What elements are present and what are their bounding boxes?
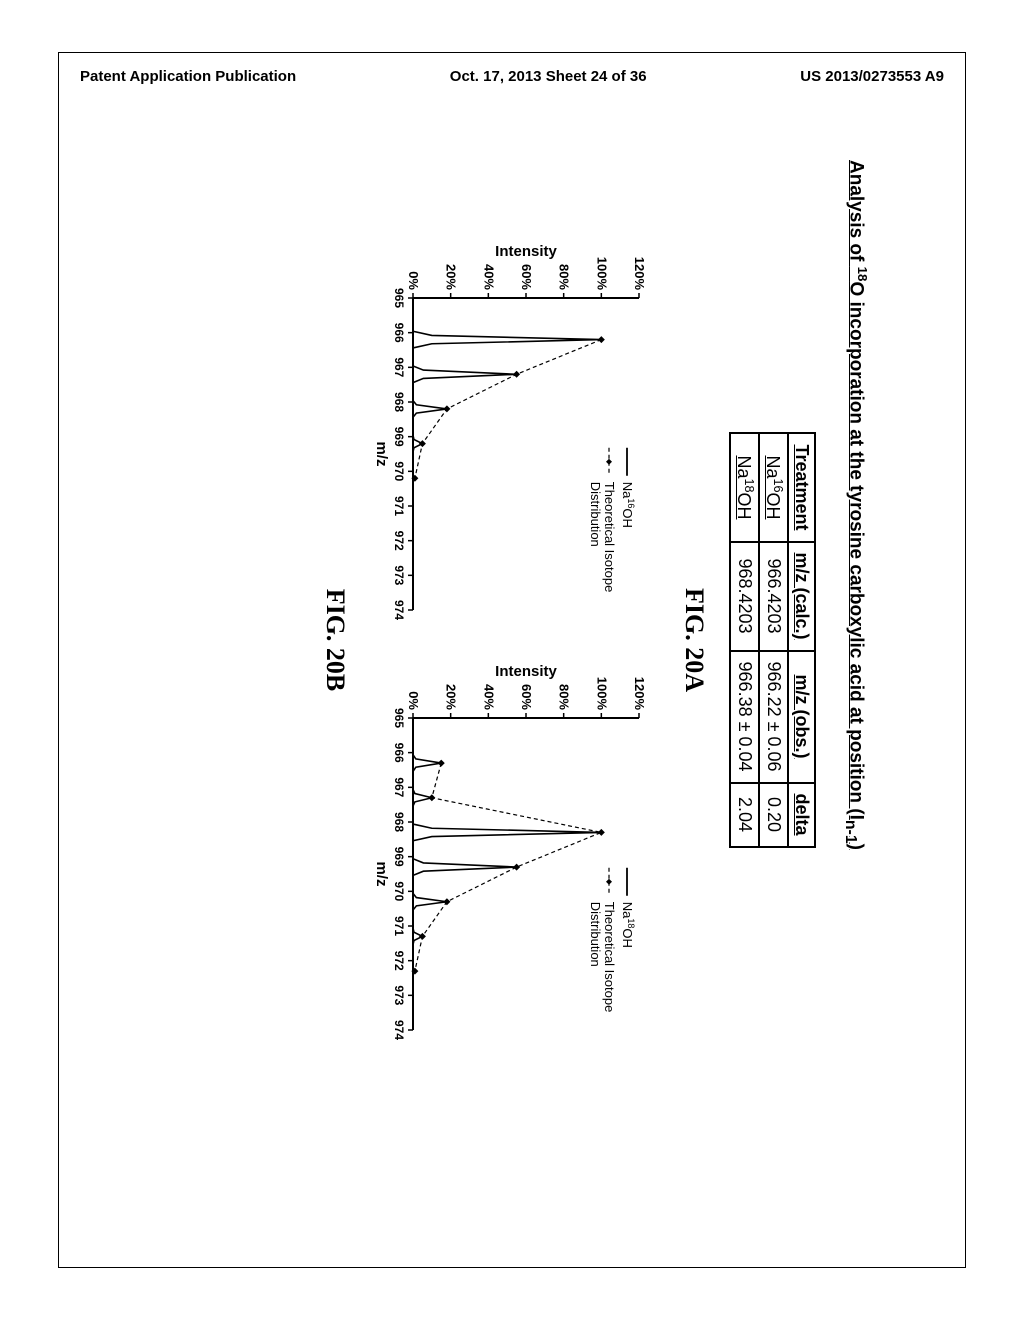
svg-text:40%: 40% (481, 264, 496, 290)
page-header: Patent Application Publication Oct. 17, … (80, 68, 944, 85)
svg-text:973: 973 (392, 565, 406, 585)
cell-treatment: Na18OH (730, 433, 759, 541)
cell-delta: 2.04 (730, 783, 759, 847)
fig-20a-label: FIG. 20A (679, 160, 709, 1120)
svg-text:Na18OH: Na18OH (620, 902, 636, 948)
svg-text:0%: 0% (406, 691, 421, 710)
svg-text:m/z: m/z (373, 861, 390, 886)
svg-text:974: 974 (392, 600, 406, 620)
cell-calc: 968.4203 (730, 542, 759, 651)
svg-text:966: 966 (392, 743, 406, 763)
chart-left: 0% 20% 40% 60% 80% 100% 120% 965 966 967 968 969 970… (364, 240, 649, 620)
col-calc: m/z (calc.) (788, 542, 815, 651)
svg-text:968: 968 (392, 392, 406, 412)
svg-text:972: 972 (392, 951, 406, 971)
cell-obs: 966.22 ± 0.06 (759, 651, 788, 783)
charts-row: 0% 20% 40% 60% 80% 100% 120% 965 966 967 968 969 970… (364, 160, 649, 1120)
isotope-table: Treatment m/z (calc.) m/z (obs.) delta N… (729, 432, 816, 847)
svg-text:973: 973 (392, 985, 406, 1005)
svg-text:100%: 100% (594, 677, 609, 711)
cell-obs: 966.38 ± 0.04 (730, 651, 759, 783)
svg-text:Distribution: Distribution (588, 482, 603, 547)
fig-20b-label: FIG. 20B (320, 160, 350, 1120)
svg-text:60%: 60% (519, 264, 534, 290)
chart-right-svg: 0% 20% 40% 60% 80% 100% 120% 965 966 967 968 969 970… (369, 660, 649, 1040)
svg-text:Distribution: Distribution (588, 902, 603, 967)
svg-text:967: 967 (392, 777, 406, 797)
svg-text:Theoretical Isotope: Theoretical Isotope (602, 902, 617, 1013)
svg-text:40%: 40% (481, 684, 496, 710)
svg-text:Intensity: Intensity (495, 243, 557, 260)
figure-title: Analysis of 18O incorporation at the tyr… (841, 160, 870, 1120)
svg-text:965: 965 (392, 288, 406, 308)
table-row: Na16OH966.4203966.22 ± 0.060.20 (759, 433, 788, 846)
svg-text:Na16OH: Na16OH (620, 482, 636, 528)
header-left: Patent Application Publication (80, 68, 296, 85)
title-mid: O incorporation at the tyrosine carboxyl… (846, 281, 867, 819)
svg-text:969: 969 (392, 847, 406, 867)
cell-delta: 0.20 (759, 783, 788, 847)
svg-text:969: 969 (392, 427, 406, 447)
title-isotope: 18 (855, 267, 870, 282)
svg-text:970: 970 (392, 881, 406, 901)
svg-text:120%: 120% (632, 257, 647, 291)
svg-text:0%: 0% (406, 271, 421, 290)
svg-text:970: 970 (392, 461, 406, 481)
col-treatment: Treatment (788, 433, 815, 541)
title-sub: n-1 (842, 820, 859, 844)
table-row: Na18OH968.4203966.38 ± 0.042.04 (730, 433, 759, 846)
svg-text:60%: 60% (519, 684, 534, 710)
cell-treatment: Na16OH (759, 433, 788, 541)
svg-text:m/z: m/z (373, 441, 390, 466)
svg-text:967: 967 (392, 357, 406, 377)
svg-text:966: 966 (392, 323, 406, 343)
table-header-row: Treatment m/z (calc.) m/z (obs.) delta (788, 433, 815, 846)
header-center: Oct. 17, 2013 Sheet 24 of 36 (450, 68, 647, 85)
svg-text:120%: 120% (632, 677, 647, 711)
svg-text:80%: 80% (557, 264, 572, 290)
svg-text:974: 974 (392, 1020, 406, 1040)
svg-text:971: 971 (392, 496, 406, 516)
svg-text:20%: 20% (444, 684, 459, 710)
svg-text:Intensity: Intensity (495, 663, 557, 680)
cell-calc: 966.4203 (759, 542, 788, 651)
svg-text:20%: 20% (444, 264, 459, 290)
svg-text:100%: 100% (594, 257, 609, 291)
header-right: US 2013/0273553 A9 (800, 68, 944, 85)
chart-right: 0% 20% 40% 60% 80% 100% 120% 965 966 967 968 969 970… (364, 660, 649, 1040)
title-prefix: Analysis of (846, 160, 867, 267)
col-delta: delta (788, 783, 815, 847)
svg-text:80%: 80% (557, 684, 572, 710)
svg-text:Theoretical Isotope: Theoretical Isotope (602, 482, 617, 593)
chart-left-svg: 0% 20% 40% 60% 80% 100% 120% 965 966 967 968 969 970… (369, 240, 649, 620)
svg-text:968: 968 (392, 812, 406, 832)
col-obs: m/z (obs.) (788, 651, 815, 783)
title-suffix: ) (846, 844, 867, 850)
svg-text:965: 965 (392, 708, 406, 728)
svg-text:971: 971 (392, 916, 406, 936)
svg-text:972: 972 (392, 531, 406, 551)
rotated-content: Analysis of 18O incorporation at the tyr… (30, 280, 990, 1000)
